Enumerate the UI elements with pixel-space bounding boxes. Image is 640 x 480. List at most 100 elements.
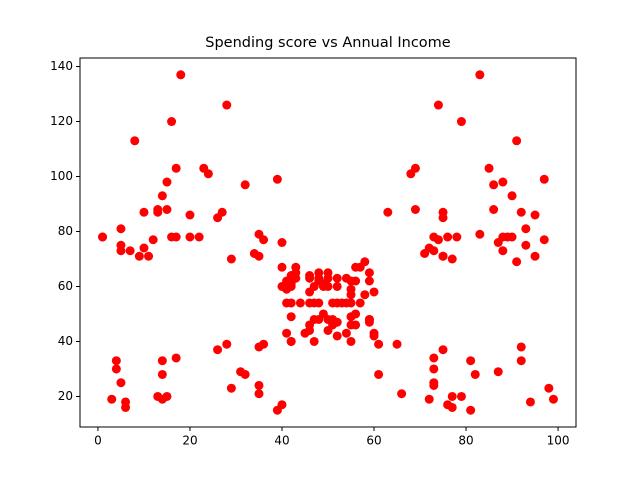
y-tick-label: 80: [58, 224, 73, 238]
point: [364, 276, 374, 286]
point: [429, 364, 439, 374]
point: [516, 207, 526, 217]
point: [121, 397, 131, 407]
point: [185, 232, 195, 242]
point: [323, 268, 333, 278]
point: [429, 232, 439, 242]
point: [199, 163, 209, 173]
point: [360, 257, 370, 267]
x-tick-label: 60: [366, 434, 381, 448]
point: [512, 257, 522, 267]
point: [318, 309, 328, 319]
point: [438, 207, 448, 217]
y-tick-label: 140: [50, 59, 73, 73]
point: [226, 383, 236, 393]
point: [447, 254, 457, 264]
point: [475, 229, 485, 239]
point: [291, 262, 301, 272]
point: [309, 336, 319, 346]
y-tick-label: 120: [50, 114, 73, 128]
point: [162, 205, 172, 215]
point: [305, 270, 315, 280]
point: [424, 243, 434, 253]
point: [125, 246, 135, 256]
point: [144, 251, 154, 261]
point: [222, 339, 232, 349]
point: [130, 136, 140, 146]
point: [259, 339, 269, 349]
point: [295, 298, 305, 308]
point: [153, 205, 163, 215]
x-tick-label: 40: [274, 434, 289, 448]
point: [222, 100, 232, 110]
point: [194, 232, 204, 242]
point: [525, 397, 535, 407]
point: [162, 391, 172, 401]
point: [355, 298, 365, 308]
point: [466, 405, 476, 415]
point: [456, 117, 466, 127]
point: [254, 380, 264, 390]
point: [176, 70, 186, 80]
point: [328, 298, 338, 308]
point: [498, 177, 508, 187]
point: [443, 400, 453, 410]
y-tick-label: 100: [50, 169, 73, 183]
point: [341, 328, 351, 338]
point: [410, 205, 420, 215]
point: [484, 163, 494, 173]
point: [383, 207, 393, 217]
point: [171, 163, 181, 173]
point: [424, 394, 434, 404]
point: [466, 356, 476, 366]
point: [240, 180, 250, 190]
point: [475, 70, 485, 80]
point: [282, 328, 292, 338]
point: [116, 378, 126, 388]
point: [277, 238, 287, 247]
point: [148, 235, 158, 245]
point: [139, 207, 149, 217]
y-tick-label: 60: [58, 279, 73, 293]
point: [351, 276, 361, 286]
point: [470, 369, 480, 379]
point: [332, 281, 342, 291]
point: [286, 336, 296, 346]
point: [360, 290, 370, 300]
point: [433, 100, 443, 110]
point: [512, 136, 522, 146]
y-tick-label: 40: [58, 334, 73, 348]
point: [249, 248, 259, 258]
point: [254, 229, 264, 239]
point: [364, 268, 374, 278]
point: [498, 246, 508, 256]
point: [410, 163, 420, 173]
point: [314, 298, 324, 308]
point: [438, 251, 448, 261]
point: [489, 180, 499, 190]
point: [346, 284, 356, 294]
point: [157, 191, 167, 201]
x-tick-label: 20: [182, 434, 197, 448]
chart-title: Spending score vs Annual Income: [205, 35, 451, 51]
point: [153, 391, 163, 401]
point: [447, 391, 457, 401]
point: [167, 232, 177, 242]
point: [369, 287, 379, 297]
point: [530, 251, 540, 261]
point: [185, 210, 195, 220]
point: [507, 191, 517, 201]
point: [452, 232, 462, 242]
point: [332, 331, 342, 341]
point: [167, 117, 177, 127]
point: [139, 243, 149, 253]
point: [521, 240, 531, 250]
point: [493, 367, 503, 377]
point: [98, 232, 108, 242]
point: [213, 345, 223, 355]
point: [429, 378, 439, 388]
point: [272, 174, 282, 184]
point: [346, 320, 356, 330]
x-tick-label: 80: [458, 434, 473, 448]
